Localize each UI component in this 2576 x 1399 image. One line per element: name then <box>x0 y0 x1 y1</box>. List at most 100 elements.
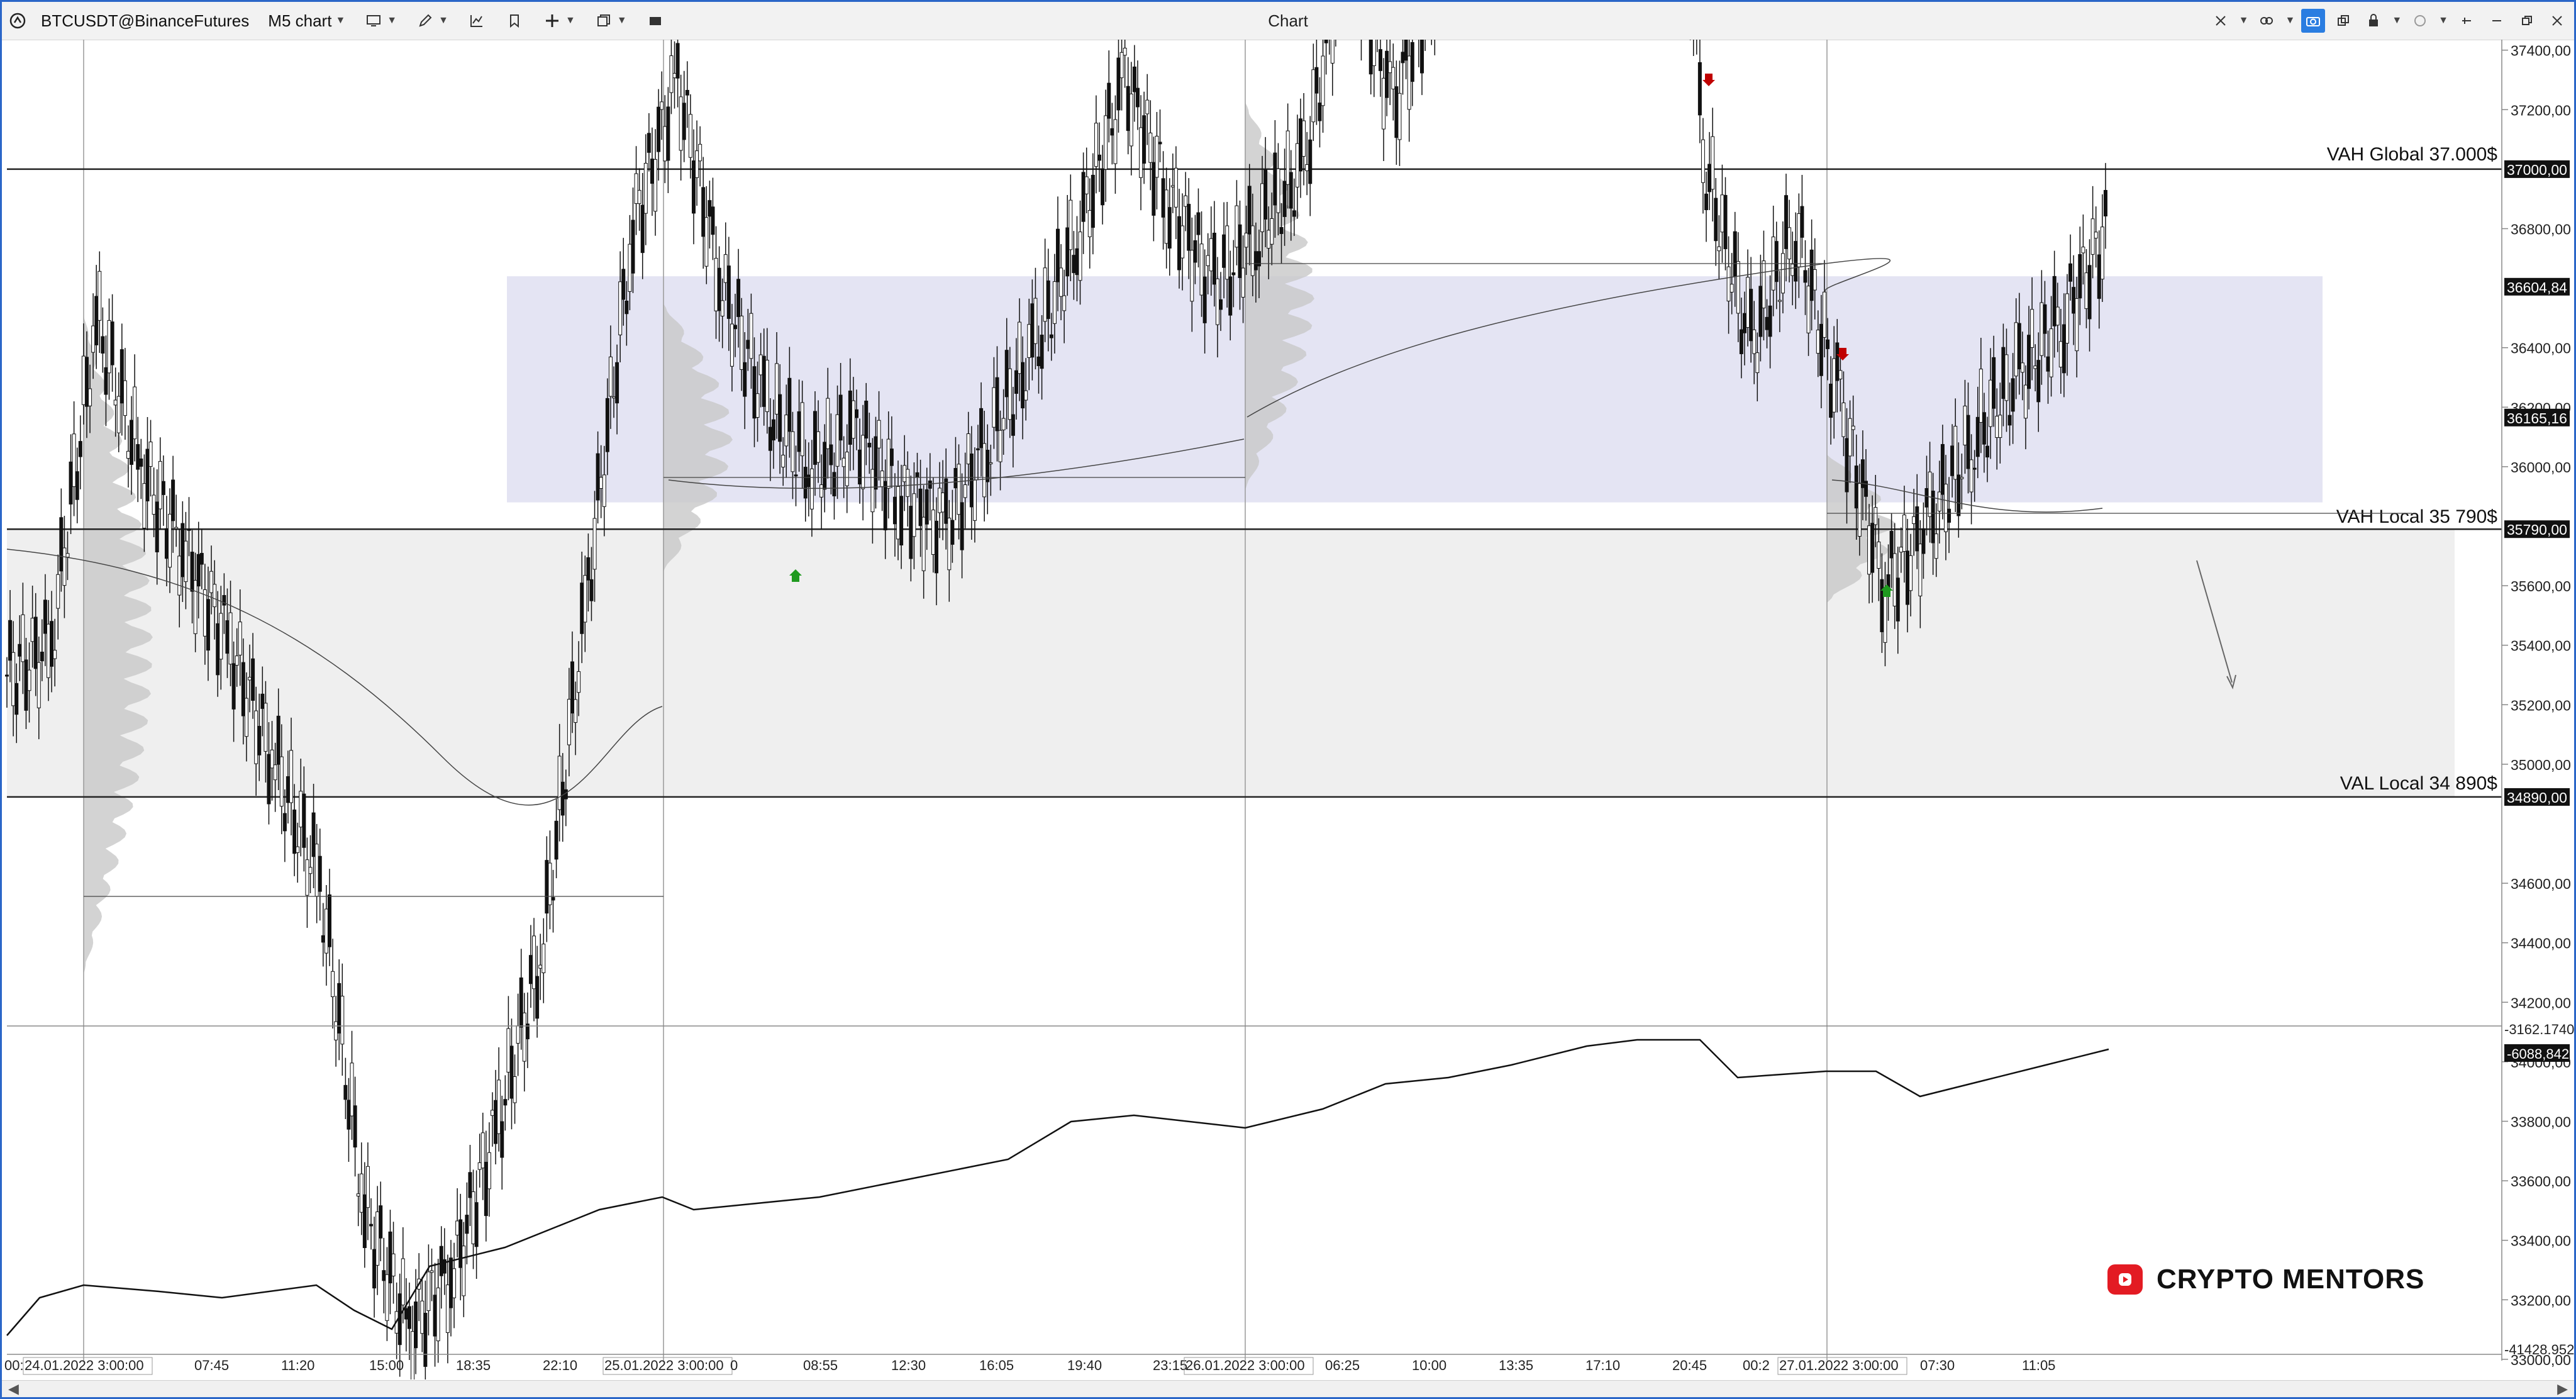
candle-body <box>1892 553 1897 606</box>
restore-icon[interactable] <box>2515 9 2539 33</box>
candle-body <box>1295 143 1299 187</box>
candle-body <box>171 479 175 521</box>
candle-body <box>938 488 942 513</box>
candle-body <box>2017 323 2021 370</box>
candle-body <box>657 106 661 152</box>
chart-type-button[interactable]: ▼ <box>359 9 402 33</box>
price-tick-label: 35200,00 <box>2511 697 2571 713</box>
horizontal-scrollbar[interactable]: ◀ ▶ <box>2 1380 2574 1397</box>
candle-body <box>695 150 699 178</box>
candle-body <box>957 464 961 515</box>
candle-body <box>1784 195 1789 249</box>
scroll-left-icon[interactable]: ◀ <box>8 1381 19 1396</box>
candle-body <box>1816 330 1820 354</box>
candle-body <box>653 159 658 212</box>
candle-body <box>806 474 811 488</box>
time-tick-label: 10:00 <box>1412 1357 1446 1373</box>
window-title: Chart <box>1268 11 1308 30</box>
link-dropdown[interactable]: ▼ <box>2285 15 2296 26</box>
candle-body <box>1253 251 1258 270</box>
candle-body <box>1257 251 1261 267</box>
candle-body <box>1142 115 1146 164</box>
candle-body <box>758 354 763 376</box>
circle-icon[interactable] <box>2408 9 2432 33</box>
candle-body <box>1787 227 1792 260</box>
candle-body <box>1330 34 1335 64</box>
minimize-icon[interactable] <box>2485 9 2509 33</box>
candle-body <box>347 1100 351 1130</box>
candle-body <box>296 846 300 853</box>
lock-dropdown[interactable]: ▼ <box>2392 15 2402 26</box>
crosshair-button[interactable]: ▼ <box>538 9 580 33</box>
candle-body <box>1247 186 1252 235</box>
candle-body <box>423 1313 428 1367</box>
candle-body <box>1397 92 1402 140</box>
candle-body <box>33 616 38 669</box>
pin-icon[interactable] <box>2455 9 2479 33</box>
candle-body <box>889 449 894 466</box>
candle-body <box>851 400 855 439</box>
time-tick-label: 18:35 <box>456 1357 491 1373</box>
drawing-tools-button[interactable]: ▼ <box>411 9 453 33</box>
candle-body <box>1321 55 1325 106</box>
candle-body <box>327 894 331 947</box>
candle-body <box>433 1295 437 1337</box>
timeframe-selector[interactable]: M5 chart ▼ <box>268 11 346 30</box>
candle-body <box>545 860 549 914</box>
candle-body <box>18 644 22 657</box>
candle-body <box>1697 62 1702 116</box>
candle-body <box>1196 212 1201 235</box>
candle-body <box>733 325 738 330</box>
templates-button[interactable] <box>500 9 529 33</box>
candle-body <box>1091 174 1095 228</box>
candle-body <box>503 1099 508 1106</box>
camera-icon[interactable] <box>2301 9 2326 33</box>
close-icon[interactable] <box>2545 9 2569 33</box>
candle-body <box>1752 329 1757 354</box>
candle-body <box>1049 334 1053 338</box>
candle-body <box>353 1105 357 1148</box>
symbol-selector[interactable]: BTCUSDT@BinanceFutures <box>41 11 250 30</box>
candle-body <box>1164 189 1169 244</box>
scroll-right-icon[interactable]: ▶ <box>2557 1381 2568 1396</box>
candle-body <box>768 426 772 451</box>
candle-body <box>560 781 565 816</box>
candle-body <box>2078 254 2082 299</box>
candle-body <box>701 187 706 237</box>
candle-body <box>1155 135 1159 178</box>
candle-body <box>30 618 35 642</box>
indicators-button[interactable] <box>462 9 491 33</box>
candle-body <box>27 669 31 691</box>
candle-body <box>1985 445 1989 458</box>
candle-body <box>989 462 993 464</box>
scissors-icon[interactable] <box>2209 9 2233 33</box>
buy-signal-arrow-icon-3 <box>789 569 802 582</box>
candle-body <box>1308 139 1313 184</box>
lock-icon[interactable] <box>2362 9 2385 33</box>
scissors-dropdown[interactable]: ▼ <box>2238 15 2249 26</box>
vwap-line-2 <box>668 438 1245 489</box>
candle-body <box>1299 118 1303 172</box>
candle-body <box>1975 416 1980 457</box>
time-tick-label: 20:45 <box>1672 1357 1707 1373</box>
candle-body <box>356 1193 360 1196</box>
candle-body <box>1947 508 1951 523</box>
candle-body <box>1209 238 1213 272</box>
candle-body <box>714 258 718 311</box>
circle-dropdown[interactable]: ▼ <box>2438 15 2448 26</box>
candle-body <box>640 204 645 254</box>
candle-body <box>637 190 641 204</box>
panel-button[interactable] <box>641 9 670 33</box>
candle-body <box>934 520 938 574</box>
val-local-label: VAL Local 34 890$ <box>2340 773 2498 794</box>
copy-icon[interactable] <box>2331 9 2355 33</box>
layout-button[interactable]: ▼ <box>589 9 632 33</box>
candle-body <box>634 173 638 204</box>
candle-body <box>1267 230 1271 249</box>
link-icon[interactable] <box>2255 9 2279 33</box>
candle-body <box>675 43 680 79</box>
candle-body <box>1797 213 1801 267</box>
candle-body <box>407 1306 411 1329</box>
